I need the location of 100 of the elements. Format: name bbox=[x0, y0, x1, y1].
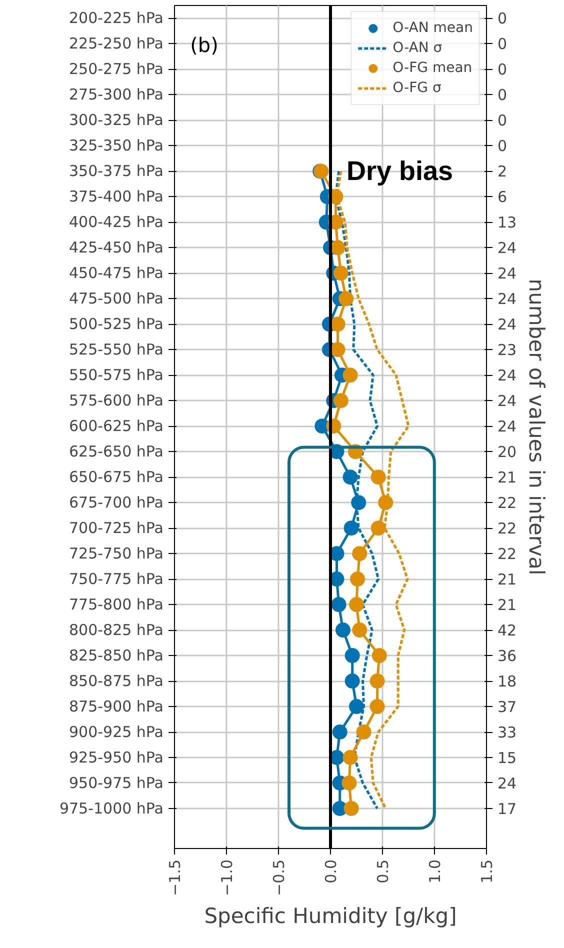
y-tick-label: 775-800 hPa bbox=[68, 596, 164, 614]
annotation: (b) bbox=[190, 33, 218, 58]
y-tick-label: 475-500 hPa bbox=[68, 290, 164, 308]
y2-tick-label: 15 bbox=[498, 748, 517, 767]
y2-tick-label: 24 bbox=[498, 316, 517, 334]
point bbox=[356, 724, 372, 740]
y2-tick-label: 18 bbox=[498, 672, 517, 691]
point bbox=[333, 393, 348, 408]
point bbox=[342, 750, 358, 765]
point bbox=[344, 800, 359, 816]
y2-tick-label: 36 bbox=[498, 647, 517, 666]
y-tick-label: 350-375 hPa bbox=[68, 162, 164, 180]
point bbox=[338, 291, 354, 306]
legend-label: O-AN mean bbox=[392, 19, 473, 37]
y-tick-label: 550-575 hPa bbox=[68, 366, 164, 384]
point bbox=[344, 648, 360, 664]
y-tick-label: 975-1000 hPa bbox=[59, 799, 164, 818]
y2-tick-label: 22 bbox=[498, 494, 517, 512]
y2-tick-label: 24 bbox=[498, 366, 517, 385]
y2-tick-label: 24 bbox=[498, 239, 517, 258]
point bbox=[330, 240, 346, 256]
y-tick-label: 925-950 hPa bbox=[68, 748, 164, 766]
point bbox=[370, 520, 386, 536]
point bbox=[370, 699, 385, 714]
y-tick-label: 225-250 hPa bbox=[68, 34, 164, 53]
y-tick-label: 800-825 hPa bbox=[68, 621, 164, 640]
y2-tick-label: 22 bbox=[498, 520, 517, 538]
y-tick-label: 750-775 hPa bbox=[68, 570, 164, 588]
point bbox=[330, 342, 346, 358]
y2-tick-label: 0 bbox=[498, 137, 508, 156]
y2-tick-label: 33 bbox=[498, 724, 517, 742]
point bbox=[333, 266, 348, 281]
y-tick-label: 900-925 hPa bbox=[68, 723, 164, 742]
y2-tick-label: 22 bbox=[498, 545, 517, 564]
point bbox=[344, 674, 360, 689]
y2-tick-label: 0 bbox=[498, 112, 508, 130]
y-tick-label: 950-975 hPa bbox=[68, 774, 164, 792]
y2-tick-label: 21 bbox=[498, 570, 517, 589]
y2-tick-label: 17 bbox=[498, 800, 517, 818]
point bbox=[352, 546, 368, 562]
y-tick-label: 400-425 hPa bbox=[68, 213, 164, 232]
y2-tick-label: 24 bbox=[498, 774, 517, 792]
legend-label: O-FG mean bbox=[392, 59, 472, 77]
y-tick-label: 500-525 hPa bbox=[68, 315, 164, 334]
y-tick-label: 450-475 hPa bbox=[68, 264, 164, 282]
point bbox=[350, 572, 366, 587]
point bbox=[342, 368, 358, 383]
point bbox=[370, 674, 385, 689]
y-tick-label: 600-625 hPa bbox=[68, 417, 164, 436]
x-axis-title: Specific Humidity [g/kg] bbox=[204, 904, 457, 928]
point bbox=[349, 699, 364, 714]
y-tick-label: 275-300 hPa bbox=[68, 86, 164, 104]
point bbox=[349, 597, 364, 612]
x-tick-label: −1.0 bbox=[218, 859, 236, 896]
y2-axis-title: number of values in interval bbox=[524, 278, 549, 576]
y2-tick-label: 2 bbox=[498, 162, 508, 181]
x-tick-label: 1.0 bbox=[426, 859, 444, 884]
y2-tick-label: 24 bbox=[498, 392, 517, 410]
point bbox=[372, 648, 387, 664]
y2-tick-label: 21 bbox=[498, 596, 517, 614]
point bbox=[342, 776, 357, 790]
y-tick-label: 725-750 hPa bbox=[68, 544, 164, 563]
legend-label: O-AN σ bbox=[392, 39, 442, 57]
y-tick-label: 325-350 hPa bbox=[68, 136, 164, 155]
y2-tick-label: 0 bbox=[498, 35, 508, 54]
y-tick-label: 850-875 hPa bbox=[68, 672, 164, 690]
point bbox=[335, 622, 350, 638]
y-tick-label: 250-275 hPa bbox=[68, 60, 164, 78]
x-tick-label: −0.5 bbox=[270, 859, 288, 896]
y2-tick-label: 42 bbox=[498, 622, 517, 640]
y2-tick-label: 24 bbox=[498, 418, 517, 436]
y2-tick-label: 24 bbox=[498, 290, 517, 308]
annotation: Dry bias bbox=[346, 156, 454, 186]
y-tick-label: 625-650 hPa bbox=[68, 442, 164, 461]
point bbox=[342, 470, 358, 485]
x-tick-label: 0.0 bbox=[322, 859, 340, 884]
y-tick-label: 875-900 hPa bbox=[68, 698, 164, 716]
point bbox=[352, 622, 368, 638]
y2-tick-label: 0 bbox=[498, 60, 508, 79]
y-tick-label: 675-700 hPa bbox=[68, 494, 164, 512]
point bbox=[344, 520, 359, 536]
x-tick-label: −1.5 bbox=[166, 859, 184, 896]
y2-tick-label: 13 bbox=[498, 214, 517, 232]
y-tick-label: 425-450 hPa bbox=[68, 238, 164, 257]
y2-tick-label: 0 bbox=[498, 10, 508, 28]
y2-tick-label: 0 bbox=[498, 86, 508, 104]
y-tick-label: 650-675 hPa bbox=[68, 468, 164, 486]
point bbox=[331, 597, 346, 612]
y2-tick-label: 20 bbox=[498, 443, 517, 462]
y2-tick-label: 21 bbox=[498, 468, 517, 487]
y-tick-label: 825-850 hPa bbox=[68, 646, 164, 665]
y-tick-label: 200-225 hPa bbox=[68, 9, 164, 28]
point bbox=[370, 470, 386, 485]
y-tick-label: 525-550 hPa bbox=[68, 340, 164, 359]
y2-tick-label: 24 bbox=[498, 264, 517, 283]
point bbox=[330, 316, 346, 332]
x-tick-label: 0.5 bbox=[374, 859, 392, 884]
y-tick-label: 300-325 hPa bbox=[68, 111, 164, 130]
legend-label: O-FG σ bbox=[392, 79, 442, 97]
y2-tick-label: 6 bbox=[498, 188, 508, 206]
